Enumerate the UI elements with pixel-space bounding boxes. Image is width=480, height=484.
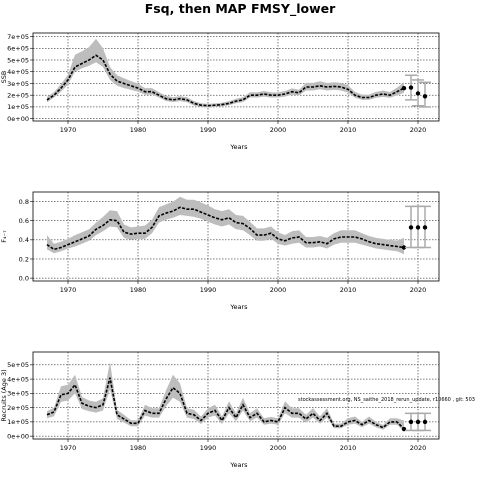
x-tick-label-2020: 2020 — [410, 444, 427, 452]
y-tick-label-1: 0.2 — [19, 255, 29, 263]
x-tick-label-1990: 1990 — [200, 444, 217, 452]
forecast-point-2021 — [422, 225, 428, 230]
forecast-point-2020 — [415, 91, 421, 96]
x-tick-label-1990: 1990 — [200, 286, 217, 294]
axes-frame — [32, 32, 440, 122]
x-tick-label-2000: 2000 — [270, 286, 287, 294]
estimate-line — [46, 206, 405, 251]
x-tick-label-2000: 2000 — [270, 444, 287, 452]
estimate-line — [46, 377, 405, 430]
x-tick-label-2020: 2020 — [410, 126, 427, 134]
x-tick-label-1980: 1980 — [130, 444, 147, 452]
x-tick-label-1990: 1990 — [200, 126, 217, 134]
x-tick-label-1980: 1980 — [130, 286, 147, 294]
x-tick-label-1970: 1970 — [60, 286, 77, 294]
x-tick-label-1970: 1970 — [60, 444, 77, 452]
y-axis-label: SSB — [0, 71, 8, 84]
x-axis-label: Years — [229, 143, 248, 151]
y-tick-label-7: 7e+05 — [7, 33, 29, 41]
forecast-point-2020 — [415, 419, 421, 425]
x-axis-label: Years — [229, 303, 248, 311]
y-tick-label-0: 0e+00 — [7, 115, 29, 123]
x-tick-label-2010: 2010 — [340, 126, 357, 134]
axes-frame — [32, 351, 440, 440]
y-tick-label-2: 2e+05 — [7, 404, 29, 412]
estimate-line — [46, 54, 405, 107]
y-tick-label-2: 0.4 — [19, 236, 29, 244]
figure-title: Fsq, then MAP FMSY_lower — [145, 1, 336, 17]
y-tick-label-1: 1e+05 — [7, 103, 29, 111]
confidence-band — [47, 196, 404, 255]
x-axis-label: Years — [229, 461, 248, 469]
forecast-point-2021 — [422, 94, 428, 99]
forecast-point-2019 — [408, 419, 414, 425]
y-tick-label-3: 3e+05 — [7, 390, 29, 398]
y-tick-label-6: 6e+05 — [7, 45, 29, 53]
forecast-point-2019 — [408, 85, 414, 90]
y-tick-label-4: 4e+05 — [7, 68, 29, 76]
y-tick-label-5: 5e+05 — [7, 361, 29, 369]
y-tick-label-5: 5e+05 — [7, 56, 29, 64]
y-tick-label-2: 2e+05 — [7, 91, 29, 99]
y-tick-label-4: 0.8 — [19, 198, 29, 206]
source-annotation: stockassessment.org, NS_saithe_2018_reru… — [298, 397, 475, 403]
axes-frame — [32, 191, 440, 282]
confidence-band — [47, 362, 404, 432]
y-tick-label-4: 4e+05 — [7, 375, 29, 383]
confidence-band — [47, 38, 404, 108]
y-tick-label-1: 1e+05 — [7, 418, 29, 426]
x-tick-label-1970: 1970 — [60, 126, 77, 134]
y-axis-label: Recruits (Age 3) — [0, 369, 8, 421]
x-tick-label-1980: 1980 — [130, 126, 147, 134]
y-tick-label-0: 0.0 — [19, 274, 29, 282]
x-tick-label-2000: 2000 — [270, 126, 287, 134]
forecast-point-2019 — [408, 225, 414, 230]
panel-1: 1970 1980 1990 2000 2010 2020 0e+00 1e+05 2e+05 3… — [0, 32, 440, 151]
y-tick-label-3: 3e+05 — [7, 80, 29, 88]
x-tick-label-2010: 2010 — [340, 444, 357, 452]
x-tick-label-2010: 2010 — [340, 286, 357, 294]
last-estimate-point — [401, 85, 407, 91]
last-estimate-point — [401, 245, 407, 250]
x-tick-label-2020: 2020 — [410, 286, 427, 294]
panel-2: 1970 1980 1990 2000 2010 2020 0.0 0.2 0.4 0.6 0.8 Y… — [0, 191, 440, 311]
forecast-point-2021 — [422, 419, 428, 425]
panel-3: 1970 1980 1990 2000 2010 2020 0e+00 1e+05 2e+05 3… — [0, 351, 440, 469]
y-axis-label: F₄₋₇ — [0, 230, 8, 243]
y-tick-label-3: 0.6 — [19, 217, 29, 225]
y-tick-label-0: 0e+00 — [7, 432, 29, 440]
forecast-point-2020 — [415, 225, 421, 230]
